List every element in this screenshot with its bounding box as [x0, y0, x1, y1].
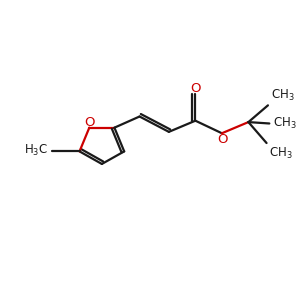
Text: O: O — [217, 133, 228, 146]
Text: CH$_3$: CH$_3$ — [273, 116, 296, 131]
Text: CH$_3$: CH$_3$ — [269, 146, 293, 161]
Text: O: O — [191, 82, 201, 95]
Text: H$_3$C: H$_3$C — [24, 143, 48, 158]
Text: O: O — [84, 116, 94, 129]
Text: CH$_3$: CH$_3$ — [271, 87, 294, 103]
